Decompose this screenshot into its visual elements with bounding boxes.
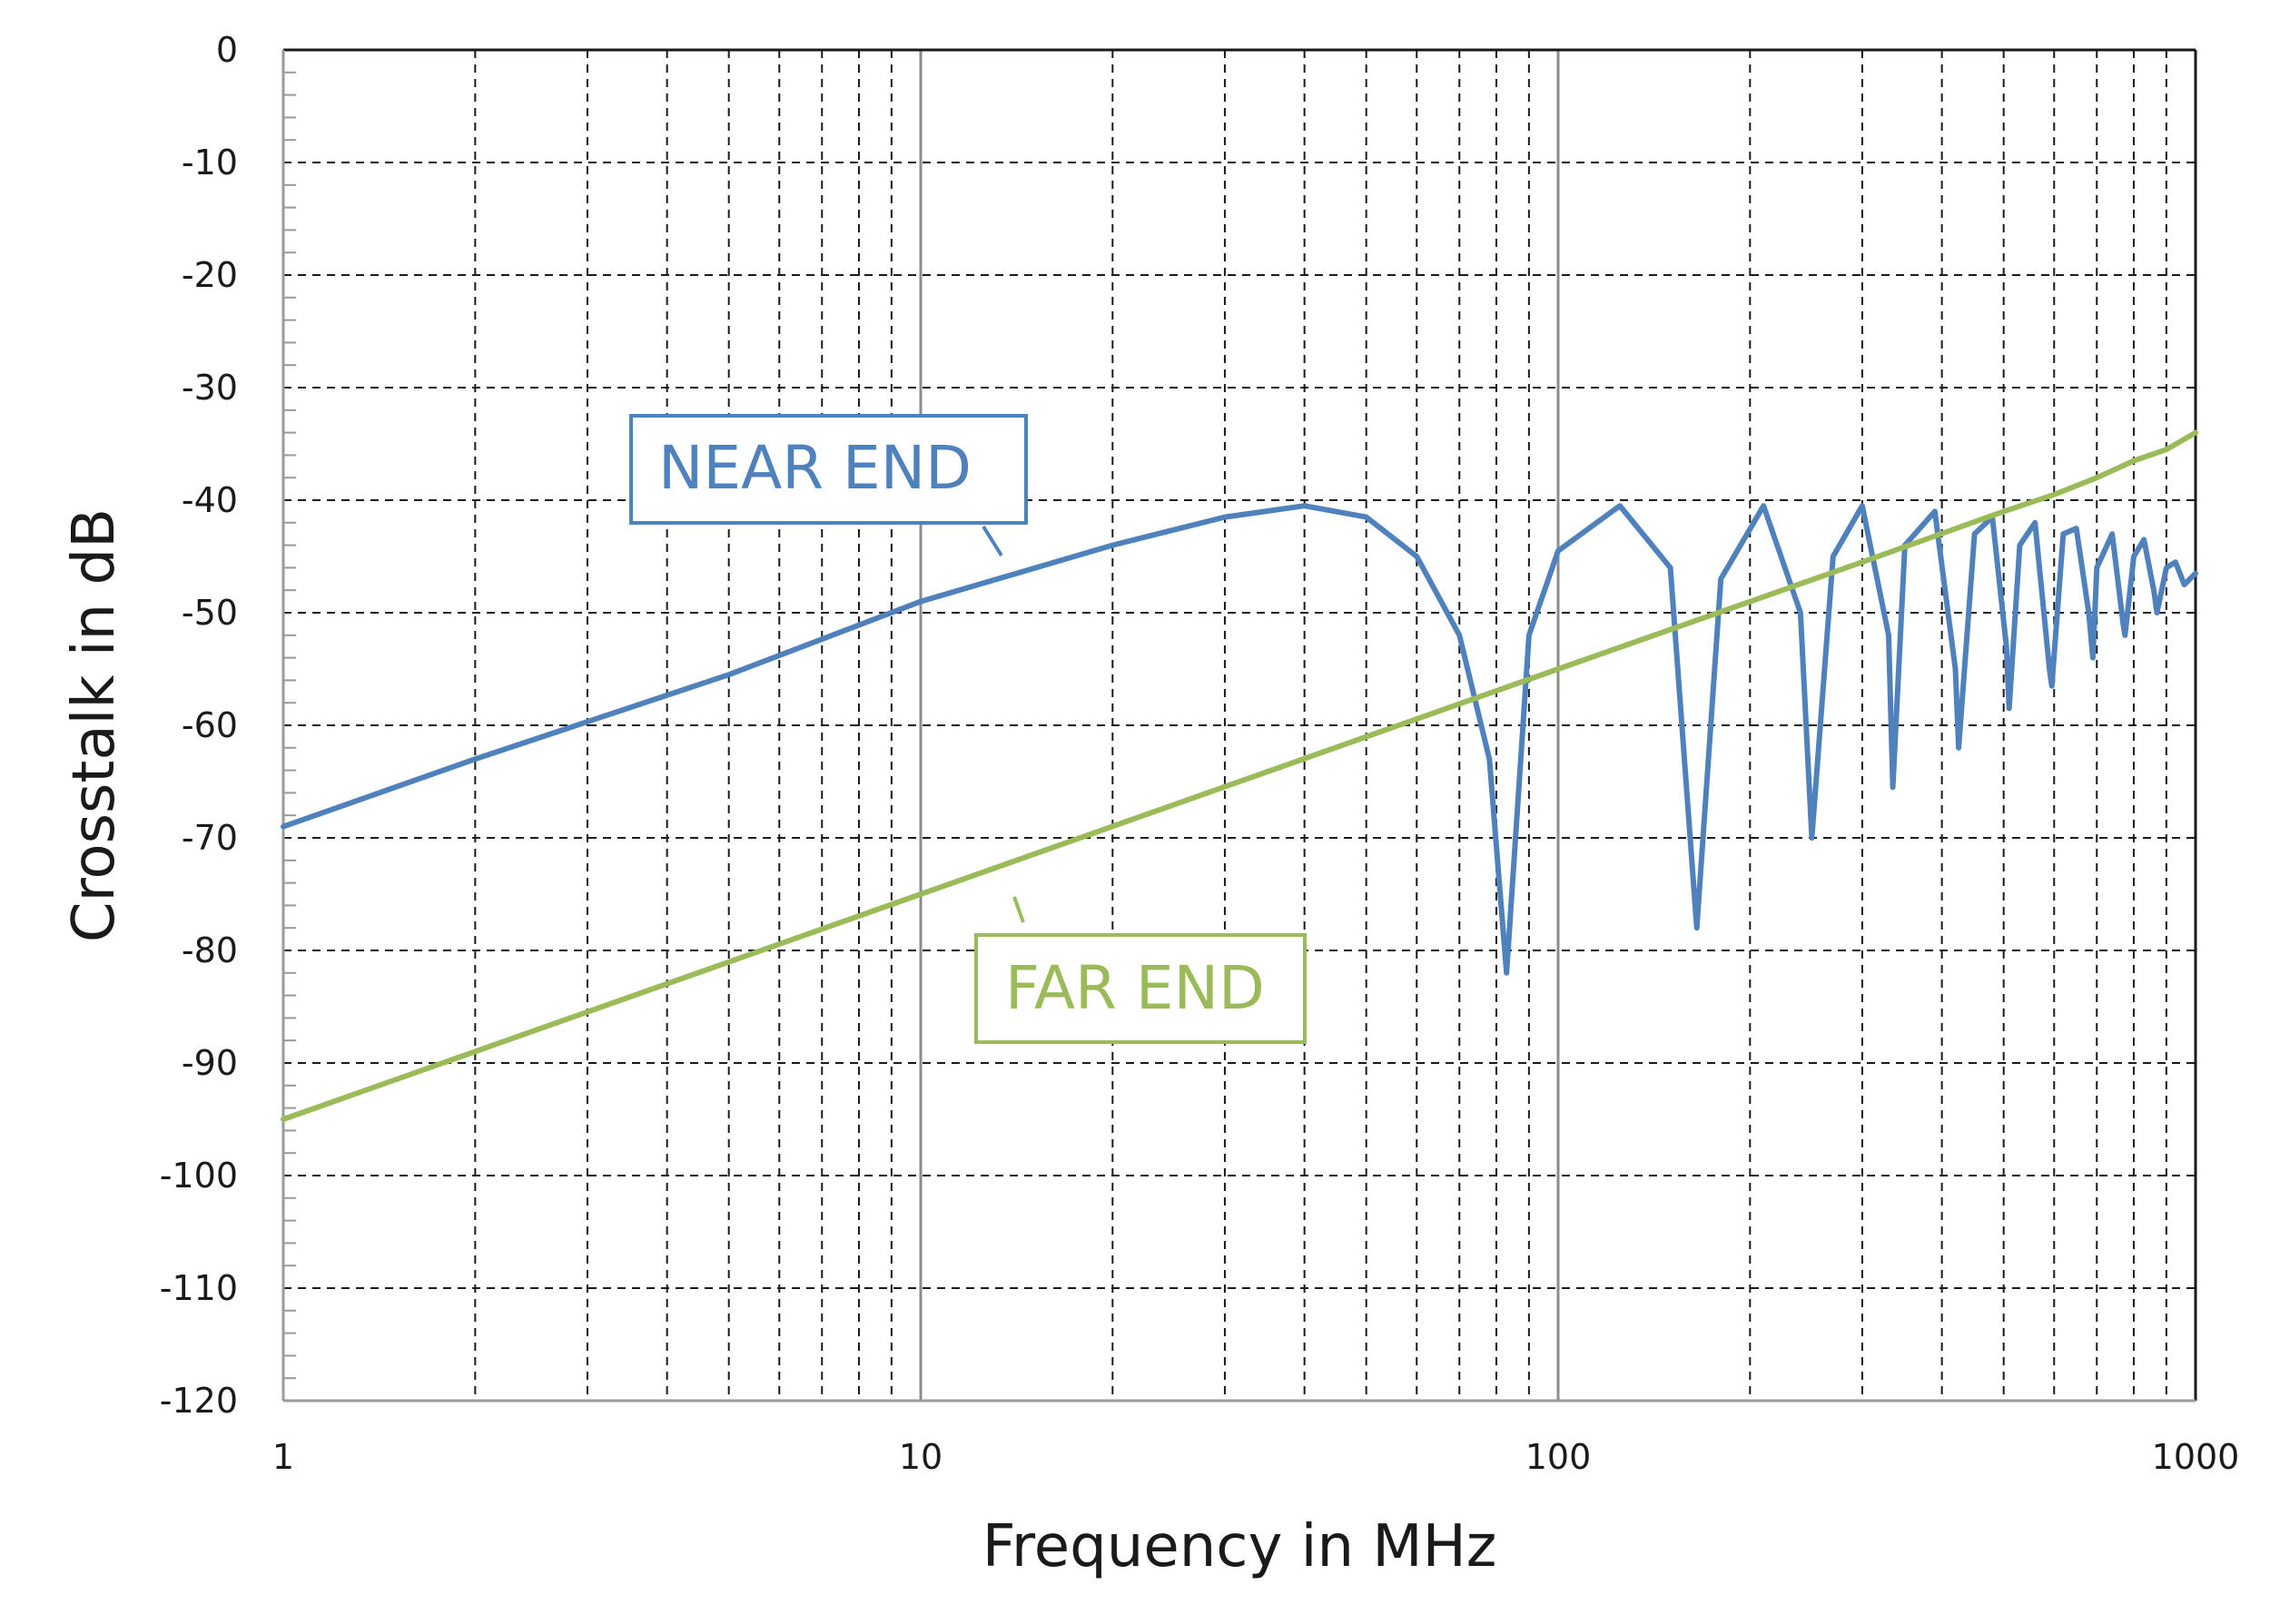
y-tick-label: -80 [182,930,238,970]
y-minor-ticks [283,71,296,1380]
x-tick-label: 1000 [2152,1437,2240,1477]
x-tick-labels: 1 10 100 1000 [272,1437,2239,1477]
y-tick-label: -70 [182,818,238,858]
annotation-label-near: NEAR END [658,433,972,503]
series-line-far [281,429,2198,1122]
y-tick-label: -20 [182,255,238,295]
series-line-near [281,503,2198,976]
y-tick-label: -100 [160,1156,238,1196]
y-tick-label: -60 [182,705,238,745]
x-tick-label: 1 [272,1437,294,1477]
y-tick-label: -50 [182,593,238,633]
y-tick-label: -120 [160,1381,238,1421]
x-axis-title: Frequency in MHz [982,1513,1497,1580]
annotation-leader-near [982,525,1003,557]
annotation-label-far: FAR END [1005,953,1265,1023]
annotation-box-near [629,414,1028,525]
y-tick-label: -90 [182,1043,238,1083]
major-gridlines [919,50,1560,1401]
y-tick-label: 0 [216,30,238,70]
y-tick-label: -30 [182,368,238,408]
y-axis-title: Crosstalk in dB [61,508,128,942]
annotation-layer: NEAR END FAR END [629,414,1307,1044]
plot-frame [281,48,2197,1403]
minor-gridlines [283,50,2196,1401]
x-tick-label: 100 [1525,1437,1592,1477]
y-tick-label: -10 [182,143,238,182]
y-tick-label: -110 [160,1268,238,1308]
series-layer [281,429,2198,1122]
annotation-box-far [974,933,1307,1044]
y-tick-label: -40 [182,480,238,520]
y-tick-labels: 0 -10 -20 -30 -40 -50 -60 -70 -80 -90 -100 -110 -120 [160,30,238,1421]
x-tick-label: 10 [899,1437,943,1477]
annotation-leader-far [1012,896,1025,923]
